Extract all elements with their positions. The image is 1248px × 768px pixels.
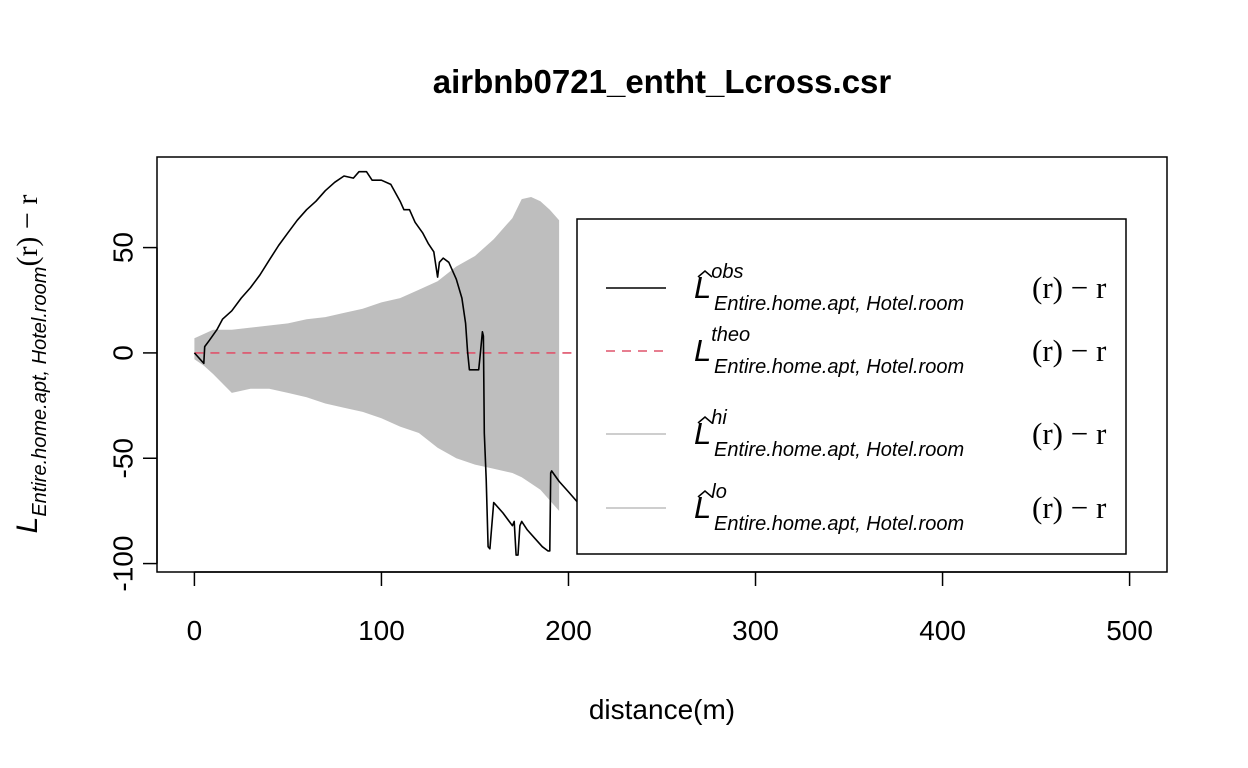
- x-axis-title: distance(m): [589, 694, 735, 725]
- svg-text:Entire.home.apt, Hotel.room: Entire.home.apt, Hotel.room: [714, 356, 964, 378]
- y-axis: -100 -50 0 50: [108, 232, 158, 592]
- svg-text:Lhi: Lhi: [694, 407, 727, 451]
- svg-text:(r) − r: (r) − r: [1032, 416, 1107, 451]
- envelope-band: [194, 197, 560, 511]
- legend-hat-obs: [697, 270, 713, 278]
- svg-text:Lobs: Lobs: [694, 261, 744, 305]
- y-tick-label: 0: [108, 345, 139, 361]
- svg-text:(r) − r: (r) − r: [1032, 490, 1107, 525]
- svg-text:Llo: Llo: [694, 481, 727, 525]
- y-axis-title-suffix: (r) − r: [11, 195, 44, 267]
- x-tick-label: 100: [358, 615, 405, 646]
- svg-text:Entire.home.apt, Hotel.room: Entire.home.apt, Hotel.room: [714, 513, 964, 535]
- y-axis-title-subscript: Entire.home.apt, Hotel.room: [29, 267, 51, 517]
- svg-text:(r) − r: (r) − r: [1032, 333, 1107, 368]
- obs-line: [193, 170, 599, 556]
- x-tick-label: 400: [919, 615, 966, 646]
- y-tick-label: -50: [108, 438, 139, 478]
- x-tick-label: 0: [187, 615, 203, 646]
- y-axis-title: LEntire.home.apt, Hotel.room(r) − r: [11, 195, 51, 534]
- chart-title: airbnb0721_entht_Lcross.csr: [433, 63, 892, 100]
- envelope-band-layer: [194, 197, 560, 511]
- svg-text:LEntire.home.apt, Hotel.room(r: LEntire.home.apt, Hotel.room(r) − r: [11, 195, 51, 534]
- legend-hat-lo: [697, 490, 713, 498]
- x-axis: 0 100 200 300 400 500: [187, 571, 1153, 646]
- y-tick-label: 50: [108, 232, 139, 263]
- svg-text:Entire.home.apt, Hotel.room: Entire.home.apt, Hotel.room: [714, 293, 964, 315]
- svg-text:Ltheo: Ltheo: [694, 324, 750, 368]
- obs-line-layer: [193, 170, 599, 556]
- y-tick-label: -100: [108, 536, 139, 592]
- legend-box: [576, 218, 1127, 555]
- legend-hat-hi: [697, 416, 713, 424]
- y-axis-title-main: L: [11, 517, 44, 534]
- x-tick-label: 500: [1106, 615, 1153, 646]
- svg-text:Entire.home.apt, Hotel.room: Entire.home.apt, Hotel.room: [714, 439, 964, 461]
- x-tick-label: 200: [545, 615, 592, 646]
- svg-text:(r) − r: (r) − r: [1032, 270, 1107, 305]
- x-tick-label: 300: [732, 615, 779, 646]
